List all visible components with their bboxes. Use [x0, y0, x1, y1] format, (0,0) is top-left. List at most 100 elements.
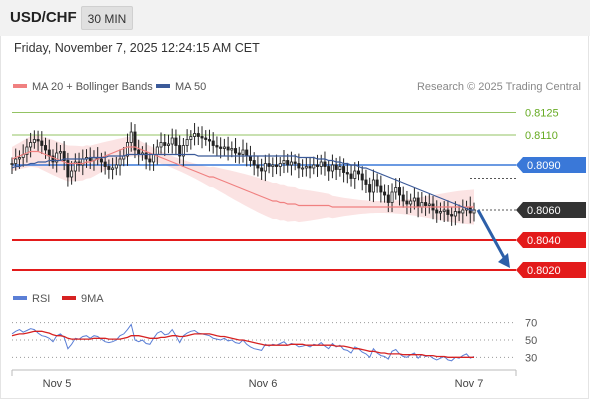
x-tick-label: Nov 5	[43, 378, 72, 390]
candle-body	[450, 214, 454, 217]
candle-body	[286, 160, 290, 166]
candle-body	[293, 161, 297, 164]
candle-body	[457, 211, 461, 214]
candle-body	[424, 202, 428, 206]
datetime-label: Friday, November 7, 2025 12:24:15 AM CET	[14, 41, 260, 55]
candle-body	[375, 179, 379, 187]
candle-body	[207, 139, 211, 142]
candle-body	[386, 194, 390, 203]
support-label: 0.8040	[527, 235, 561, 247]
candle-body	[66, 160, 70, 178]
candle-body	[114, 164, 118, 169]
candle-body	[275, 164, 279, 167]
candle-body	[118, 158, 122, 166]
candle-body	[241, 149, 245, 155]
ma50-legend-swatch	[156, 84, 170, 88]
candle-body	[416, 197, 420, 208]
rsi-legend-swatch	[13, 296, 27, 300]
ma20-line	[11, 146, 474, 208]
candle-body	[10, 163, 14, 165]
candle-body	[368, 184, 372, 193]
candle-body	[353, 170, 357, 179]
candle-body	[267, 163, 271, 167]
ma9-legend-swatch	[62, 296, 76, 300]
candle-body	[397, 187, 401, 196]
candle-body	[316, 164, 320, 167]
candle-body	[14, 158, 18, 164]
timeframe-button[interactable]: 30 MIN	[81, 6, 133, 30]
candle-body	[271, 164, 275, 167]
rsi-tick-label: 30	[525, 352, 537, 364]
rsi-tick-label: 50	[525, 335, 537, 347]
rsi-legend-label: RSI	[32, 293, 50, 305]
support-label: 0.8020	[527, 265, 561, 277]
candle-body	[230, 148, 234, 151]
candle-body	[111, 167, 115, 170]
candle-body	[248, 155, 252, 161]
candle-body	[174, 137, 178, 146]
ma9-legend-label: 9MA	[81, 293, 104, 305]
candle-body	[297, 163, 301, 169]
candle-body	[103, 161, 107, 167]
candle-body	[364, 179, 368, 185]
candle-body	[356, 170, 361, 175]
candle-body	[438, 211, 442, 214]
rsi-tick-label: 70	[525, 318, 537, 330]
candle-body	[193, 133, 197, 137]
candle-body	[58, 151, 62, 154]
candle-body	[338, 166, 342, 170]
candle-body	[446, 209, 450, 215]
candle-body	[390, 191, 394, 203]
candle-body	[211, 140, 215, 146]
current-price-label: 0.8060	[527, 205, 561, 217]
candle-body	[36, 139, 40, 142]
candle-body	[330, 164, 334, 172]
candle-body	[289, 161, 293, 166]
candle-body	[222, 146, 226, 149]
resistance-label: 0.8110	[525, 130, 558, 142]
ma20-legend-label: MA 20 + Bollinger Bands	[32, 81, 153, 93]
resistance-label: 0.8125	[525, 108, 559, 120]
candle-body	[144, 152, 148, 160]
pivot-label: 0.8090	[527, 160, 561, 172]
candle-body	[342, 166, 346, 173]
candle-body	[360, 173, 364, 181]
candle-body	[412, 197, 416, 202]
candle-body	[349, 173, 353, 179]
candle-body	[256, 164, 260, 169]
support-tag	[516, 232, 586, 248]
ma20-legend-swatch	[13, 84, 27, 88]
candle-body	[99, 158, 103, 163]
candle-body	[319, 161, 323, 167]
candle-body	[17, 157, 21, 160]
candle-body	[29, 142, 33, 148]
candle-body	[181, 145, 185, 157]
candle-body	[200, 136, 204, 139]
candle-body	[137, 149, 141, 155]
candle-body	[155, 146, 159, 155]
bollinger-band	[12, 135, 474, 225]
candle-body	[32, 139, 36, 143]
candle-body	[409, 200, 413, 205]
pair-title: USD/CHF	[10, 9, 77, 26]
current-price-tag	[516, 202, 586, 218]
ma50-line	[11, 153, 474, 211]
candle-body	[405, 200, 409, 205]
candle-body	[185, 139, 189, 146]
candle-body	[345, 172, 349, 175]
candle-body	[263, 163, 267, 172]
candle-body	[252, 160, 256, 166]
candle-body	[435, 209, 439, 214]
candle-body	[129, 131, 133, 143]
candle-body	[383, 191, 387, 196]
candle-body	[159, 142, 163, 148]
candle-body	[245, 149, 249, 157]
candle-body	[125, 142, 130, 157]
candle-body	[282, 160, 286, 164]
x-tick-label: Nov 7	[455, 378, 484, 390]
candle-body	[334, 164, 338, 170]
candle-body	[133, 131, 137, 151]
candle-body	[163, 142, 167, 146]
candle-body	[237, 152, 241, 155]
candle-body	[152, 154, 156, 163]
